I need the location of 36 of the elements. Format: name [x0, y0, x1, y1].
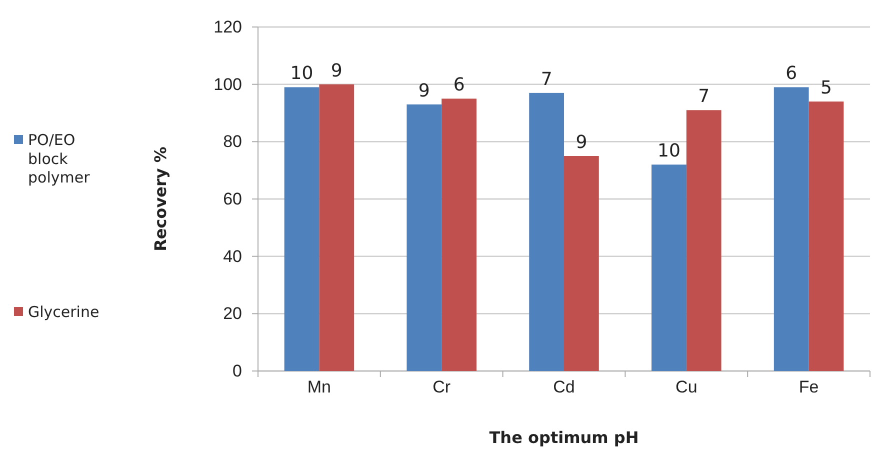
bar: [808, 102, 844, 371]
y-tick-label: 60: [223, 189, 242, 208]
annotation: 9: [330, 60, 342, 82]
x-tick-label: Cr: [432, 378, 451, 397]
annotation: 10: [290, 63, 314, 84]
x-tick-label: Cu: [676, 378, 698, 397]
bar: [284, 87, 320, 371]
y-axis-title: Recovery %: [151, 146, 170, 252]
bar: [564, 156, 599, 371]
x-tick-label: Fe: [798, 378, 819, 397]
bar: [774, 87, 809, 371]
x-tick-label: Mn: [307, 378, 332, 397]
y-tick-label: 120: [214, 17, 242, 36]
annotation: 6: [786, 63, 798, 84]
x-tick-label: Cd: [553, 378, 575, 397]
y-tick-label: 80: [223, 132, 242, 152]
y-tick-label: 20: [223, 304, 242, 324]
bar: [652, 164, 686, 371]
y-tick-label: 100: [214, 74, 242, 94]
y-tick-label: 40: [223, 246, 242, 266]
bar: [529, 92, 564, 371]
bar: [442, 98, 476, 371]
annotation: 7: [698, 86, 710, 108]
x-axis-title: The optimum pH: [489, 428, 639, 447]
annotation: 9: [418, 80, 430, 102]
legend-label: PO/EO block polymer: [28, 131, 91, 186]
legend-label: Glycerine: [28, 303, 100, 321]
bar: [406, 104, 442, 371]
bar: [319, 84, 354, 371]
annotation: 10: [658, 140, 680, 162]
y-tick-label: 0: [232, 361, 242, 380]
bar: [686, 110, 722, 371]
annotation: 5: [820, 78, 832, 99]
annotation: 9: [576, 132, 588, 153]
annotation: 6: [453, 74, 465, 96]
annotation: 7: [540, 68, 552, 90]
